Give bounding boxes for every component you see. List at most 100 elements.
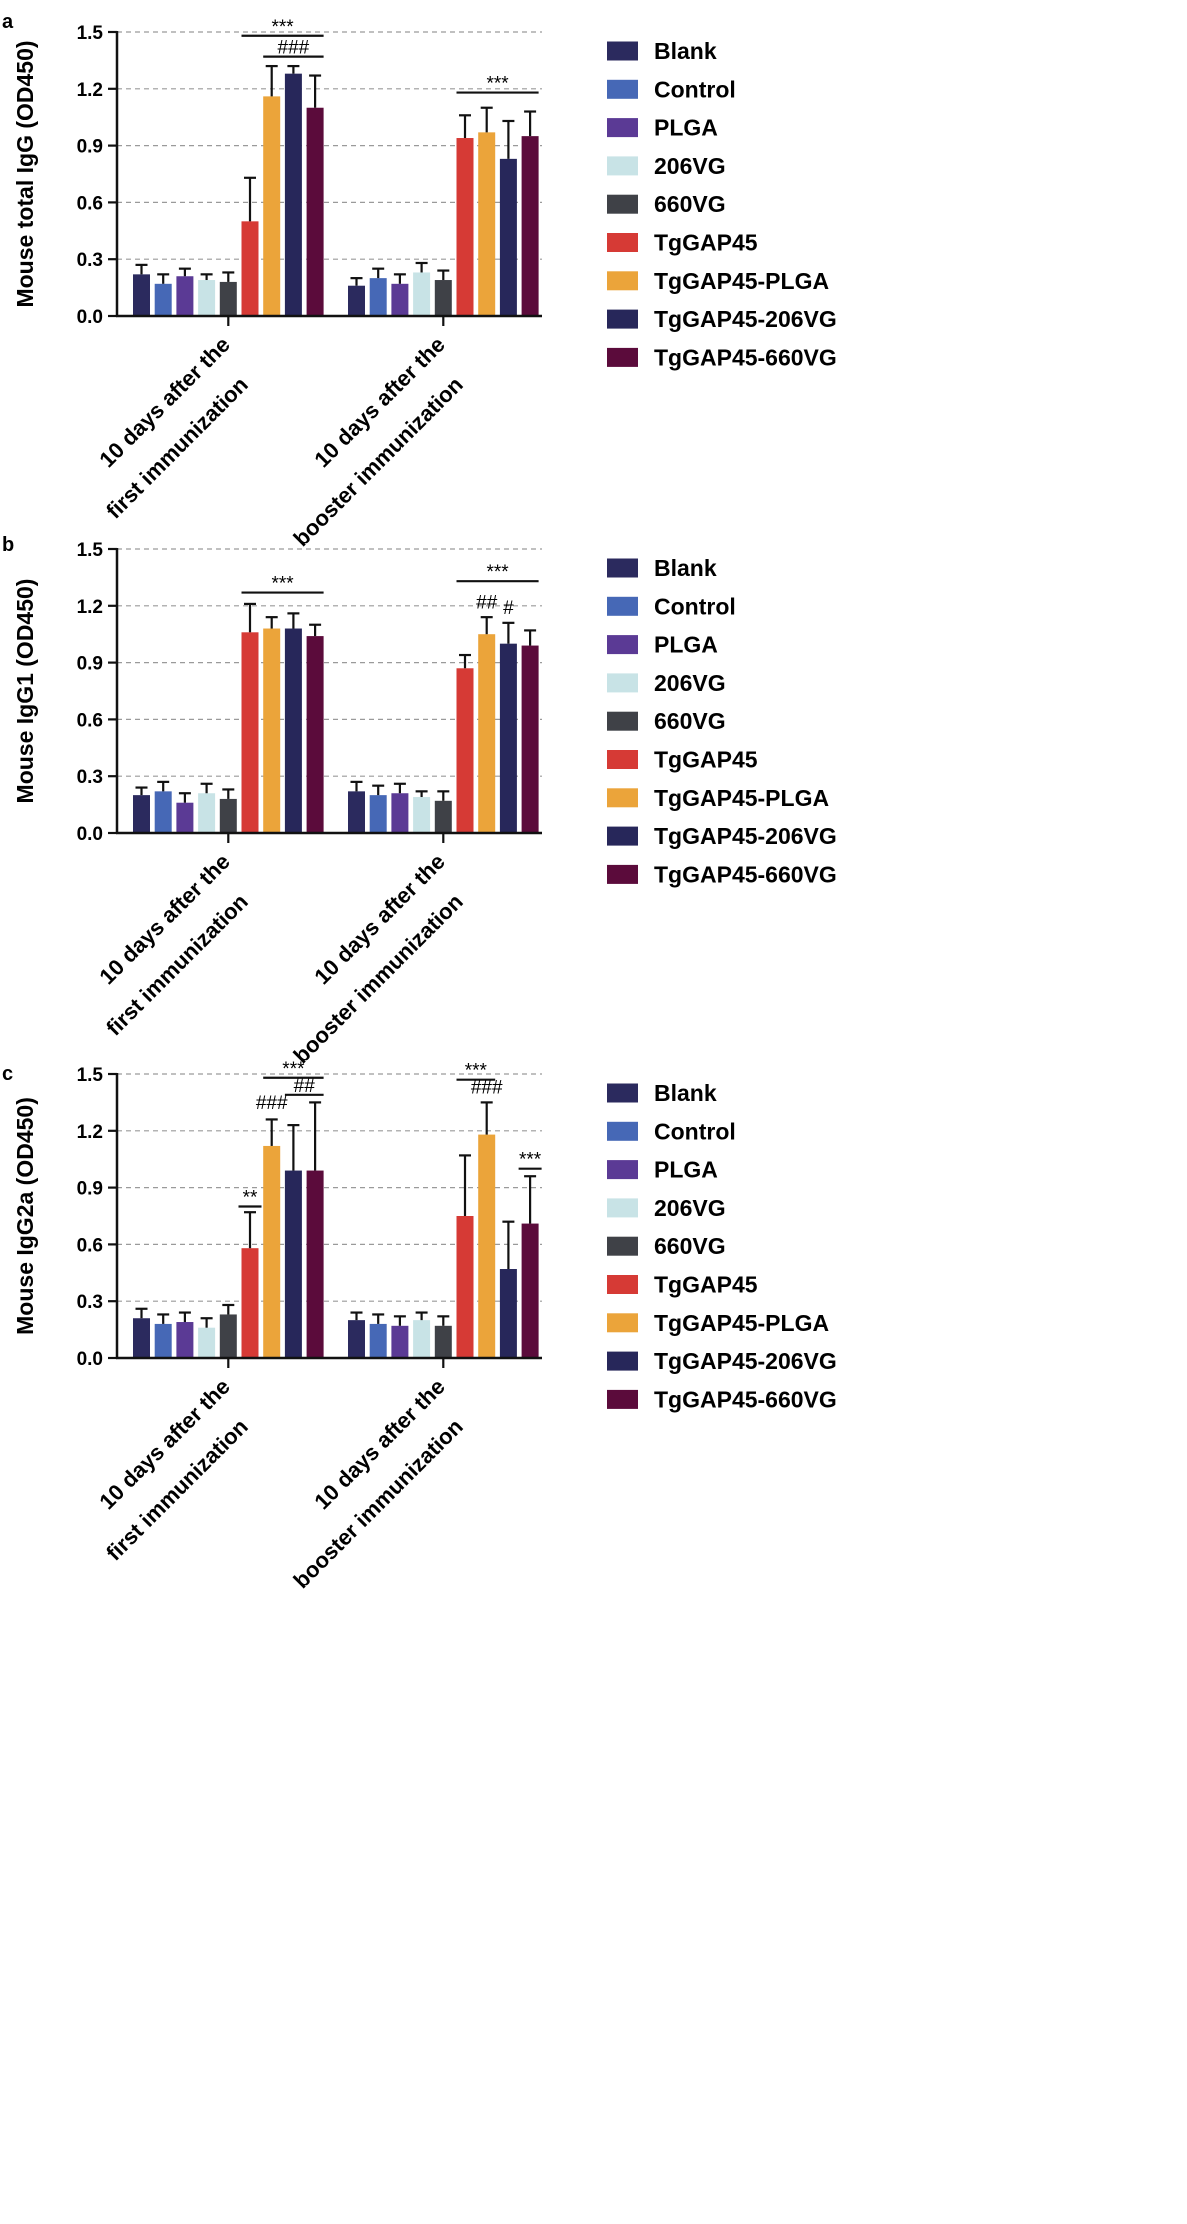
legend-label: Blank [654, 1080, 717, 1106]
legend-label: TgGAP45 [654, 1272, 758, 1298]
legend-swatch [607, 1160, 638, 1180]
legend-swatch [607, 1389, 638, 1409]
bar [241, 1248, 259, 1358]
legend-label: Control [654, 76, 736, 102]
bar [284, 1170, 302, 1358]
bar [391, 283, 409, 316]
legend-item: 660VG [607, 1233, 726, 1259]
legend-swatch [607, 558, 638, 578]
bar [478, 1134, 496, 1358]
legend-label: TgGAP45-PLGA [654, 785, 829, 811]
legend-item: PLGA [607, 632, 718, 658]
chart-panel-a: a 0.0 0.3 0.6 0.9 1.2 1.5 Mouse total IgG (OD45… [2, 11, 837, 551]
bar [154, 283, 172, 316]
legend-item: 206VG [607, 670, 726, 696]
bar [348, 791, 365, 833]
bar [263, 1145, 281, 1358]
bar [219, 281, 237, 316]
legend-label: 660VG [654, 708, 726, 734]
bar [241, 221, 259, 316]
panel-label: b [2, 534, 14, 556]
legend-label: TgGAP45-206VG [654, 823, 837, 849]
significance-label: # [503, 598, 514, 619]
legend-item: Blank [607, 38, 717, 64]
significance-label: *** [486, 562, 509, 583]
significance-label: *** [282, 1059, 305, 1080]
significance-label: ### [256, 1093, 288, 1114]
y-tick-label: 0.3 [77, 767, 103, 788]
bar [478, 132, 496, 316]
legend-swatch [607, 1275, 638, 1294]
bar [198, 793, 216, 833]
legend-item: TgGAP45 [607, 747, 758, 773]
legend-item: Blank [607, 1080, 717, 1106]
significance-label: *** [486, 74, 509, 95]
significance-label: *** [519, 1150, 542, 1171]
legend-swatch [607, 41, 638, 61]
legend-swatch [607, 1198, 638, 1218]
bar [456, 1216, 474, 1358]
legend-item: TgGAP45-660VG [607, 344, 837, 370]
y-tick-label: 0.0 [77, 824, 103, 845]
y-tick-label: 0.3 [77, 250, 103, 271]
significance-label: ## [294, 1076, 316, 1097]
bar [306, 1170, 324, 1358]
legend-item: TgGAP45 [607, 1272, 758, 1298]
legend-swatch [607, 1236, 638, 1256]
bar [241, 632, 259, 833]
legend-label: TgGAP45-PLGA [654, 268, 829, 294]
legend-item: TgGAP45-PLGA [607, 785, 829, 811]
legend-label: Blank [654, 38, 717, 64]
legend-swatch [607, 156, 638, 176]
legend-label: TgGAP45-PLGA [654, 1310, 829, 1336]
legend-item: Control [607, 1118, 736, 1144]
y-axis-label: Mouse IgG1 (OD450) [12, 579, 38, 804]
bar [219, 798, 237, 833]
legend-label: TgGAP45-660VG [654, 861, 837, 887]
bar [176, 802, 194, 833]
legend-item: Control [607, 593, 736, 619]
legend-swatch [607, 79, 638, 99]
bar [263, 628, 281, 833]
y-tick-label: 0.0 [77, 1349, 103, 1370]
legend-item: PLGA [607, 1157, 718, 1183]
legend-swatch [607, 347, 638, 367]
legend-item: TgGAP45-660VG [607, 1386, 837, 1412]
bar [176, 1322, 194, 1358]
legend-item: TgGAP45 [607, 230, 758, 256]
significance-label: ### [278, 38, 310, 59]
y-tick-label: 0.9 [77, 654, 103, 675]
bar [369, 795, 387, 833]
y-axis-label: Mouse IgG2a (OD450) [12, 1097, 38, 1335]
bar [154, 1323, 172, 1358]
legend-swatch [607, 711, 638, 731]
bar [306, 636, 324, 833]
y-axis-label: Mouse total IgG (OD450) [12, 40, 38, 307]
bar [369, 1323, 387, 1358]
bar [176, 276, 194, 316]
y-tick-label: 0.9 [77, 1179, 103, 1200]
legend-swatch [607, 233, 638, 252]
legend-label: Control [654, 593, 736, 619]
legend-swatch [607, 1313, 638, 1333]
significance-label: ** [243, 1188, 258, 1209]
significance-label: *** [271, 574, 294, 595]
legend-label: 206VG [654, 153, 726, 179]
legend-label: PLGA [654, 632, 718, 658]
legend-item: PLGA [607, 115, 718, 141]
legend-label: 660VG [654, 1233, 726, 1259]
legend-swatch [607, 788, 638, 808]
bar [456, 668, 474, 833]
significance-label: ### [471, 1078, 503, 1099]
y-tick-label: 0.0 [77, 307, 103, 328]
bar [456, 138, 474, 316]
bar [219, 1314, 237, 1358]
legend-swatch [607, 271, 638, 291]
legend-label: TgGAP45 [654, 747, 758, 773]
legend-label: TgGAP45-660VG [654, 344, 837, 370]
legend-item: 206VG [607, 1195, 726, 1221]
bar [263, 96, 281, 316]
